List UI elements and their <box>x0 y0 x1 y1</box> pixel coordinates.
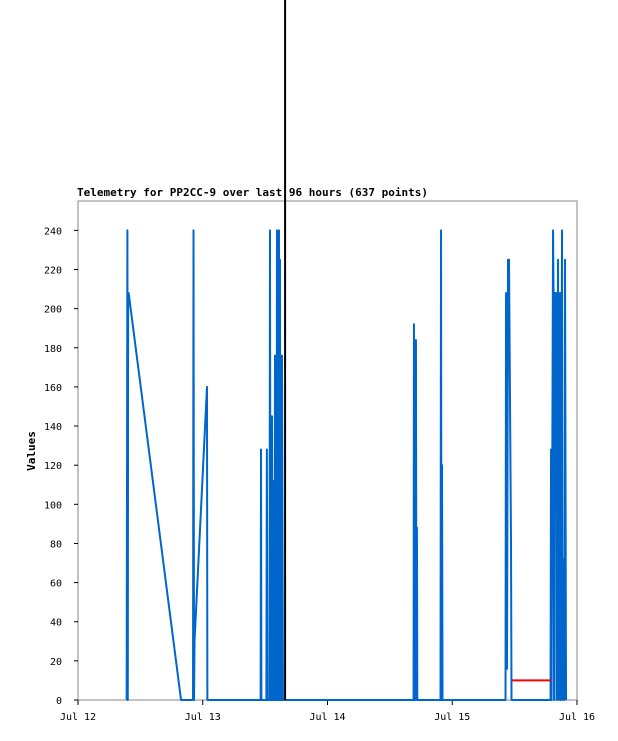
y-tick-label: 100 <box>44 500 62 511</box>
y-tick-label: 140 <box>44 422 62 433</box>
y-axis-label: Values <box>25 431 38 471</box>
series-line <box>125 229 568 701</box>
y-tick-label: 120 <box>44 461 62 472</box>
y-tick-label: 160 <box>44 383 62 394</box>
plot-frame <box>77 200 578 701</box>
y-tick-label: 20 <box>50 657 62 668</box>
chart-title: Telemetry for PP2CC-9 over last 96 hours… <box>77 186 428 199</box>
x-tick-label: Jul 15 <box>434 712 470 723</box>
y-tick-label: 240 <box>44 226 62 237</box>
y-tick-label: 180 <box>44 344 62 355</box>
y-tick-label: 80 <box>50 539 62 550</box>
x-tick-label: Jul 13 <box>185 712 221 723</box>
y-tick-label: 220 <box>44 265 62 276</box>
y-tick-label: 200 <box>44 305 62 316</box>
x-tick-label: Jul 14 <box>309 712 345 723</box>
y-tick-label: 40 <box>50 618 62 629</box>
x-tick-label: Jul 12 <box>60 712 96 723</box>
y-tick-label: 0 <box>56 696 62 707</box>
x-tick-label: Jul 16 <box>559 712 595 723</box>
y-tick-label: 60 <box>50 579 62 590</box>
